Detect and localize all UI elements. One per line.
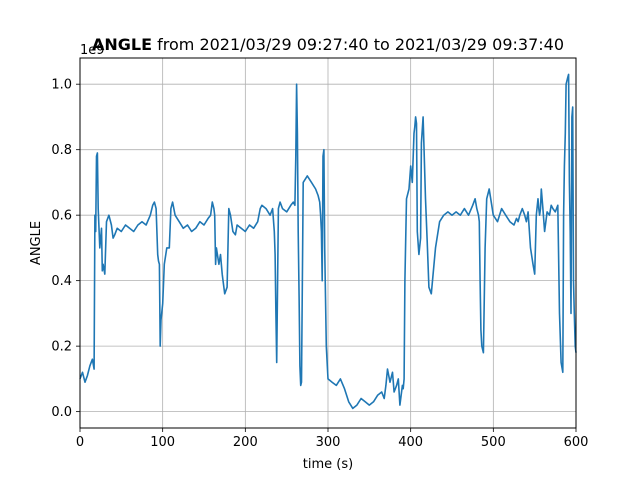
x-tick-label: 300 bbox=[316, 435, 341, 450]
x-tick-label: 400 bbox=[398, 435, 423, 450]
x-tick-label: 100 bbox=[150, 435, 175, 450]
chart-title-rest: from 2021/03/29 09:27:40 to 2021/03/29 0… bbox=[152, 35, 564, 54]
series-group bbox=[79, 73, 577, 410]
x-tick-label: 600 bbox=[564, 435, 589, 450]
y-tick-label: 0.0 bbox=[51, 405, 72, 420]
y-tick-label: 0.2 bbox=[51, 340, 72, 355]
y-offset-text: 1e9 bbox=[80, 43, 105, 58]
series-line-0 bbox=[79, 73, 577, 410]
y-tick-label: 0.6 bbox=[51, 209, 72, 224]
x-ticks: 0 100 200 300 400 500 600 bbox=[76, 428, 589, 450]
y-tick-label: 0.8 bbox=[51, 143, 72, 158]
y-tick-label: 0.4 bbox=[51, 274, 72, 289]
chart-title-bold: ANGLE bbox=[92, 35, 152, 54]
y-tick-label: 1.0 bbox=[51, 78, 72, 93]
x-tick-label: 500 bbox=[481, 435, 506, 450]
y-axis-label: ANGLE bbox=[29, 221, 44, 265]
x-axis-label: time (s) bbox=[303, 457, 353, 472]
x-tick-label: 200 bbox=[233, 435, 258, 450]
x-tick-label: 0 bbox=[76, 435, 84, 450]
y-ticks: 0.0 0.2 0.4 0.6 0.8 1.0 bbox=[51, 78, 80, 420]
chart-title: ANGLE from 2021/03/29 09:27:40 to 2021/0… bbox=[92, 35, 564, 54]
